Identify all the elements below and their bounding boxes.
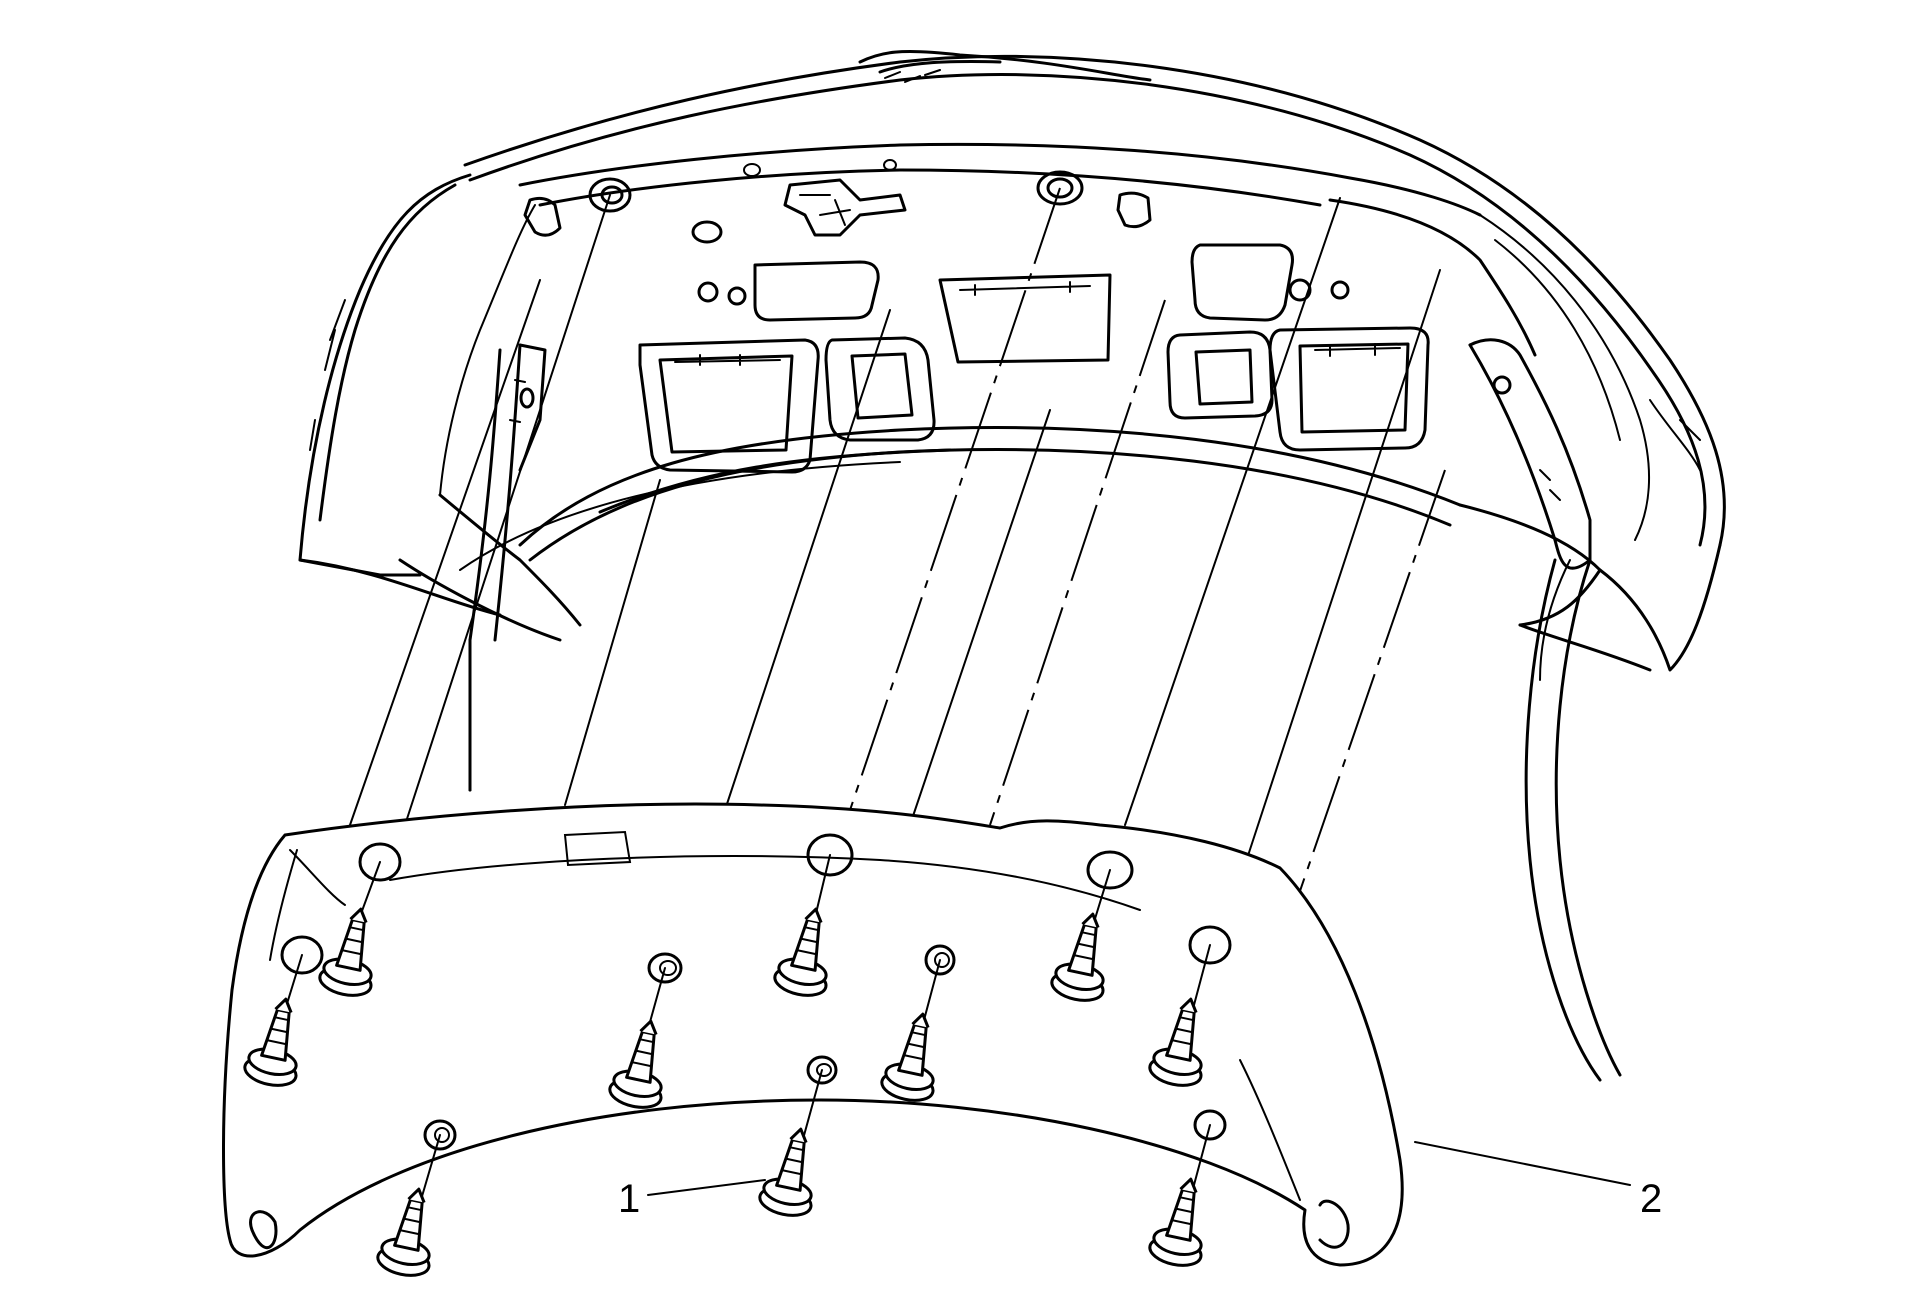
callout-1: 1 — [618, 1177, 766, 1221]
trim-panel — [222, 802, 1404, 1267]
retainer-clip — [1145, 1172, 1218, 1272]
callout-2: 2 — [1414, 1141, 1662, 1221]
alignment-lines — [349, 187, 1446, 921]
retainer-clips — [240, 854, 1218, 1282]
callout-1-label: 1 — [618, 1177, 640, 1221]
body-opening — [468, 558, 1622, 1082]
trunk-lid — [298, 49, 1726, 792]
retainer-clip — [373, 1182, 446, 1282]
retainer-holes — [280, 833, 1232, 1151]
retainer-clip — [755, 1122, 828, 1222]
callout-2-label: 2 — [1640, 1177, 1662, 1221]
